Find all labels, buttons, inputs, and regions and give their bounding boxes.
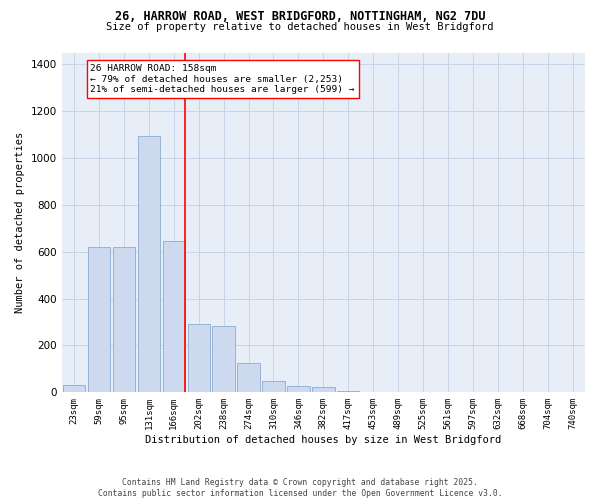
Bar	[212, 326, 235, 392]
Bar	[312, 387, 335, 392]
Bar	[262, 380, 285, 392]
Bar	[113, 247, 135, 392]
Text: 26 HARROW ROAD: 158sqm
← 79% of detached houses are smaller (2,253)
21% of semi-: 26 HARROW ROAD: 158sqm ← 79% of detached…	[91, 64, 355, 94]
Text: Size of property relative to detached houses in West Bridgford: Size of property relative to detached ho…	[106, 22, 494, 32]
Y-axis label: Number of detached properties: Number of detached properties	[15, 132, 25, 313]
Text: Contains HM Land Registry data © Crown copyright and database right 2025.
Contai: Contains HM Land Registry data © Crown c…	[98, 478, 502, 498]
Bar	[188, 324, 210, 392]
Bar	[287, 386, 310, 392]
Bar	[238, 363, 260, 392]
Bar	[137, 136, 160, 392]
Bar	[163, 241, 185, 392]
Text: 26, HARROW ROAD, WEST BRIDGFORD, NOTTINGHAM, NG2 7DU: 26, HARROW ROAD, WEST BRIDGFORD, NOTTING…	[115, 10, 485, 23]
Bar	[88, 247, 110, 392]
X-axis label: Distribution of detached houses by size in West Bridgford: Distribution of detached houses by size …	[145, 435, 502, 445]
Bar	[337, 391, 359, 392]
Bar	[63, 386, 85, 392]
